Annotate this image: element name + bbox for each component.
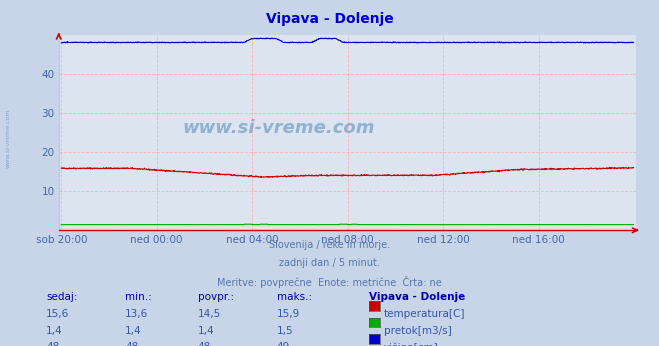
Text: 14,5: 14,5 — [198, 309, 221, 319]
Text: Slovenija / reke in morje.: Slovenija / reke in morje. — [269, 240, 390, 251]
Text: 15,9: 15,9 — [277, 309, 300, 319]
Text: maks.:: maks.: — [277, 292, 312, 302]
Text: višina[cm]: višina[cm] — [384, 342, 438, 346]
Text: 13,6: 13,6 — [125, 309, 148, 319]
Text: min.:: min.: — [125, 292, 152, 302]
Text: 48: 48 — [198, 342, 211, 346]
Text: 48: 48 — [46, 342, 59, 346]
Text: www.si-vreme.com: www.si-vreme.com — [182, 119, 375, 137]
Text: 1,4: 1,4 — [198, 326, 214, 336]
Text: 1,5: 1,5 — [277, 326, 293, 336]
Text: 1,4: 1,4 — [125, 326, 142, 336]
Text: 15,6: 15,6 — [46, 309, 69, 319]
Text: povpr.:: povpr.: — [198, 292, 234, 302]
Text: Meritve: povprečne  Enote: metrične  Črta: ne: Meritve: povprečne Enote: metrične Črta:… — [217, 276, 442, 289]
Text: 1,4: 1,4 — [46, 326, 63, 336]
Text: 48: 48 — [125, 342, 138, 346]
Text: temperatura[C]: temperatura[C] — [384, 309, 465, 319]
Text: Vipava - Dolenje: Vipava - Dolenje — [266, 12, 393, 26]
Text: 49: 49 — [277, 342, 290, 346]
Text: zadnji dan / 5 minut.: zadnji dan / 5 minut. — [279, 258, 380, 268]
Text: pretok[m3/s]: pretok[m3/s] — [384, 326, 451, 336]
Text: Vipava - Dolenje: Vipava - Dolenje — [369, 292, 465, 302]
Text: sedaj:: sedaj: — [46, 292, 78, 302]
Text: www.si-vreme.com: www.si-vreme.com — [5, 109, 11, 168]
